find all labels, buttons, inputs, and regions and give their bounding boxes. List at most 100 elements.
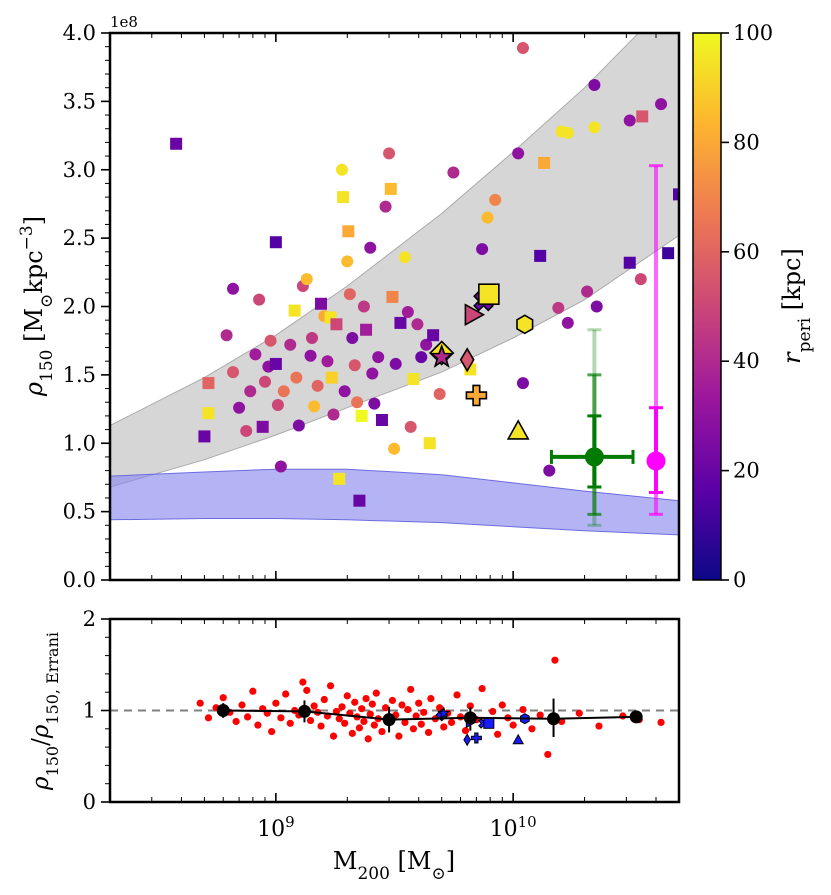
sample-point xyxy=(364,241,377,254)
named-ratio-thin_diamond xyxy=(463,733,471,747)
sample-point xyxy=(401,305,414,318)
median-point xyxy=(547,712,561,726)
sample-point xyxy=(447,166,460,179)
ratio-point xyxy=(498,701,506,709)
ratio-point xyxy=(341,719,349,727)
ratio-point xyxy=(453,691,461,699)
upper-band-lower-edge xyxy=(110,234,679,488)
lower-band-upper-edge xyxy=(110,468,679,502)
sample-point xyxy=(389,357,402,370)
lower-band-lower-edge xyxy=(110,518,679,536)
ratio-point xyxy=(489,707,497,716)
sample-point xyxy=(561,126,574,139)
ratio-point xyxy=(619,712,627,720)
sample-point xyxy=(634,273,647,286)
ratio-point xyxy=(286,719,294,727)
sample-point xyxy=(342,225,355,238)
y-tick-label: 2 xyxy=(83,607,96,631)
ratio-point xyxy=(368,700,376,708)
sample-point xyxy=(588,121,601,134)
sample-point xyxy=(271,398,284,411)
sample-point xyxy=(590,300,603,313)
named-ratio-square xyxy=(483,717,495,729)
sample-point xyxy=(343,288,356,301)
y-tick-label: 0.5 xyxy=(63,500,96,524)
y-scale-factor: 1e8 xyxy=(110,13,138,31)
sample-point xyxy=(538,156,551,169)
ratio-point xyxy=(378,727,386,736)
y-tick-label: 3.5 xyxy=(63,89,96,113)
sample-point xyxy=(305,331,318,344)
sample-point xyxy=(481,211,494,224)
y-tick-label: 1.0 xyxy=(63,431,96,455)
sample-point xyxy=(284,338,297,351)
colorbar-tick-label: 80 xyxy=(733,130,760,154)
y-tick-label: 2.5 xyxy=(63,226,96,250)
sample-point xyxy=(372,351,385,364)
sample-point xyxy=(512,147,525,160)
sample-point xyxy=(351,396,364,409)
y-tick-label: 3.0 xyxy=(63,158,96,182)
sample-point xyxy=(360,323,373,336)
sample-point xyxy=(348,359,361,372)
ratio-point xyxy=(254,721,262,729)
upper-model-band xyxy=(110,33,679,487)
sample-point xyxy=(253,293,266,306)
errorbar-points xyxy=(549,164,666,527)
ratio-point xyxy=(544,750,552,759)
colorbar: 0 20 40 60 80 100 rperi [kpc] xyxy=(692,21,815,592)
ratio-point xyxy=(407,685,415,694)
sample-points xyxy=(170,42,679,507)
sample-point xyxy=(170,137,183,150)
sample-point xyxy=(311,379,324,392)
ratio-point xyxy=(358,705,366,713)
y-tick-label: 1.5 xyxy=(63,363,96,387)
named-object-triangle_up xyxy=(506,419,530,440)
ratio-point xyxy=(401,718,409,726)
named-object-square xyxy=(478,283,500,305)
sample-point xyxy=(636,110,649,123)
ratio-point xyxy=(243,713,252,721)
binned-median xyxy=(216,698,643,738)
named-object-plus xyxy=(465,384,488,407)
colorbar-tick-label: 20 xyxy=(733,459,760,483)
ratio-point xyxy=(366,710,374,718)
sample-point xyxy=(415,351,428,364)
sample-point xyxy=(308,400,321,413)
ratio-point xyxy=(317,722,325,730)
sample-point xyxy=(404,420,417,433)
sample-point xyxy=(333,472,346,485)
colorbar-tick-label: 40 xyxy=(733,349,760,373)
ratio-point xyxy=(268,727,276,736)
ratio-point xyxy=(249,687,257,695)
sample-point xyxy=(673,188,679,201)
sample-point xyxy=(623,256,636,269)
ratio-point xyxy=(509,721,517,729)
ratio-point xyxy=(575,709,583,717)
ratio-point xyxy=(351,698,359,706)
named-object-hexagon xyxy=(516,314,534,335)
colorbar-label: rperi [kpc] xyxy=(778,248,815,364)
sample-point xyxy=(355,409,368,422)
colorbar-tick-label: 60 xyxy=(733,240,760,264)
named-ratio-triangle_up xyxy=(512,733,525,745)
ratio-point xyxy=(219,694,227,702)
sample-point xyxy=(552,301,565,314)
sample-point xyxy=(338,385,351,398)
ratio-point xyxy=(277,714,285,722)
ratio-point xyxy=(427,695,435,703)
bottom-y-axis-label: ρ150/ρ150, Errani xyxy=(28,632,62,791)
ratio-point xyxy=(417,720,425,728)
ratio-point xyxy=(310,702,318,710)
sample-point xyxy=(327,408,340,421)
named-object-star xyxy=(429,343,455,368)
ratio-point xyxy=(232,717,240,726)
sample-point xyxy=(244,385,257,398)
ratio-point xyxy=(272,699,280,707)
y-tick-label: 4.0 xyxy=(63,21,96,45)
sample-point xyxy=(315,297,328,310)
ratio-point xyxy=(447,718,456,726)
sample-point xyxy=(379,200,392,213)
y-tick-label: 0 xyxy=(83,790,96,814)
ratio-point xyxy=(456,713,465,721)
